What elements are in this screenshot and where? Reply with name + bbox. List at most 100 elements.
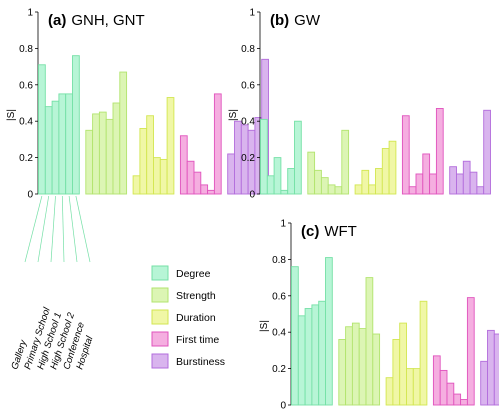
bar-a-strength-high-school-2 xyxy=(105,118,114,195)
y-tick-label: 0.2 xyxy=(19,153,33,164)
legend-label-degree: Degree xyxy=(176,268,211,280)
bar-c-strength-hospital xyxy=(372,333,381,406)
bar-b-duration-gallery xyxy=(354,184,363,195)
bar-b-burstiness-conference xyxy=(476,186,485,195)
bar-b-burstiness-primary-school xyxy=(456,173,464,195)
y-axis-label: |S| xyxy=(228,109,239,121)
bar-a-degree-high-school-1 xyxy=(51,100,60,195)
bar-b-degree-conference xyxy=(287,168,295,195)
bar-c-strength-gallery xyxy=(338,339,347,406)
bar-b-strength-conference xyxy=(334,186,343,195)
legend-label-burstiness: Burstiness xyxy=(176,356,225,368)
legend-label-duration: Duration xyxy=(176,312,216,324)
bar-b-degree-gallery xyxy=(260,118,268,195)
y-tick-label: 0.4 xyxy=(272,328,286,339)
bar-b-duration-high-school-1 xyxy=(368,184,376,195)
bar-c-degree-high-school-1 xyxy=(304,308,313,406)
bar-a-strength-conference xyxy=(112,102,121,195)
bar-c-strength-high-school-2 xyxy=(358,328,367,406)
bar-b-degree-high-school-2 xyxy=(280,189,289,195)
bar-b-strength-hospital xyxy=(341,129,350,195)
y-tick-label: 1 xyxy=(27,8,33,19)
bar-b-strength-primary-school xyxy=(314,169,322,195)
y-tick-label: 0.6 xyxy=(19,80,33,91)
bar-a-degree-conference xyxy=(65,93,73,195)
y-tick-label: 0.4 xyxy=(241,117,255,128)
y-axis-label: |S| xyxy=(6,109,17,121)
y-tick-label: 0.2 xyxy=(272,364,286,375)
bar-a-duration-conference xyxy=(159,158,168,195)
bar-b-strength-high-school-1 xyxy=(320,177,329,195)
bar-b-duration-conference xyxy=(381,148,390,195)
bar-b-degree-hospital xyxy=(294,120,302,195)
y-tick-label: 0.6 xyxy=(241,80,255,91)
bar-c-degree-hospital xyxy=(325,257,333,406)
bar-a-degree-primary-school xyxy=(44,106,53,195)
legend-swatch-first-time xyxy=(151,331,169,347)
bar-c-burstiness-high-school-1 xyxy=(493,333,499,406)
bar-a-first-time-high-school-1 xyxy=(193,171,202,195)
panel-title-text: WFT xyxy=(324,223,356,240)
bar-c-burstiness-primary-school xyxy=(487,329,495,406)
panel-a: 0 0.2 0.4 0.6 0.8 1 |S| (a) GNH, GNT xyxy=(6,8,269,201)
bar-c-first-time-primary-school xyxy=(439,369,448,406)
panel-label: (b) xyxy=(270,12,289,29)
bar-a-strength-primary-school xyxy=(92,113,100,195)
y-tick-label: 0.8 xyxy=(241,44,255,55)
bar-c-strength-high-school-1 xyxy=(351,322,360,406)
bar-a-degree-hospital xyxy=(72,55,80,195)
bar-c-duration-gallery xyxy=(385,377,394,406)
bar-b-strength-high-school-2 xyxy=(327,184,336,195)
bar-c-degree-conference xyxy=(318,300,326,406)
y-tick-label: 0.6 xyxy=(272,291,286,302)
dataset-connector xyxy=(50,195,56,263)
bar-c-degree-high-school-2 xyxy=(311,304,320,406)
y-tick-label: 0.8 xyxy=(272,255,286,266)
bar-c-duration-conference xyxy=(412,368,421,406)
panel-title-a: (a) GNH, GNT xyxy=(48,12,145,29)
y-tick-label: 0.2 xyxy=(241,153,255,164)
panel-title-text: GW xyxy=(294,12,321,29)
panel-title-b: (b) GW xyxy=(270,12,321,29)
bar-b-strength-gallery xyxy=(307,151,316,195)
panel-b: 0 0.2 0.4 0.6 0.8 1 |S| (b) GW xyxy=(228,8,491,201)
panel-title-c: (c) WFT xyxy=(301,223,357,240)
panel-label: (a) xyxy=(48,12,66,29)
bar-b-first-time-high-school-2 xyxy=(422,153,431,195)
panel-c: 0 0.2 0.4 0.6 0.8 1 |S| (c) WFT xyxy=(259,219,499,412)
bar-c-first-time-high-school-1 xyxy=(446,382,455,406)
bar-c-degree-gallery xyxy=(291,266,299,406)
bar-a-strength-hospital xyxy=(119,71,128,195)
dataset-connector xyxy=(24,195,43,263)
bar-a-strength-gallery xyxy=(85,129,94,195)
bar-b-first-time-conference xyxy=(429,173,437,195)
bar-b-first-time-gallery xyxy=(401,115,410,195)
y-tick-label: 0.4 xyxy=(19,117,33,128)
legend: Degree Strength Duration First time Burstine… xyxy=(151,265,225,369)
bar-b-duration-high-school-2 xyxy=(375,168,383,195)
bar-c-duration-high-school-2 xyxy=(406,368,414,406)
bar-a-burstiness-gallery xyxy=(227,153,235,195)
bar-c-first-time-conference xyxy=(460,399,468,406)
bar-c-degree-primary-school xyxy=(297,315,306,406)
bar-c-duration-hospital xyxy=(419,300,428,406)
bar-a-first-time-conference xyxy=(207,189,215,195)
bar-a-duration-high-school-2 xyxy=(153,157,161,195)
bar-c-strength-conference xyxy=(365,277,374,406)
bar-c-strength-primary-school xyxy=(345,326,353,406)
y-axis-label: |S| xyxy=(259,320,270,332)
bar-a-duration-gallery xyxy=(132,175,141,195)
y-tick-label: 0 xyxy=(27,190,33,201)
bar-a-degree-high-school-2 xyxy=(58,93,67,195)
legend-swatch-duration xyxy=(151,309,169,325)
dataset-connector xyxy=(61,195,65,263)
y-tick-label: 0 xyxy=(280,401,286,412)
legend-swatch-burstiness xyxy=(151,353,169,369)
dataset-connector xyxy=(68,195,78,263)
bar-b-burstiness-high-school-1 xyxy=(462,160,471,195)
bar-a-first-time-hospital xyxy=(213,93,222,195)
y-tick-label: 0 xyxy=(249,190,255,201)
y-tick-label: 1 xyxy=(280,219,286,230)
